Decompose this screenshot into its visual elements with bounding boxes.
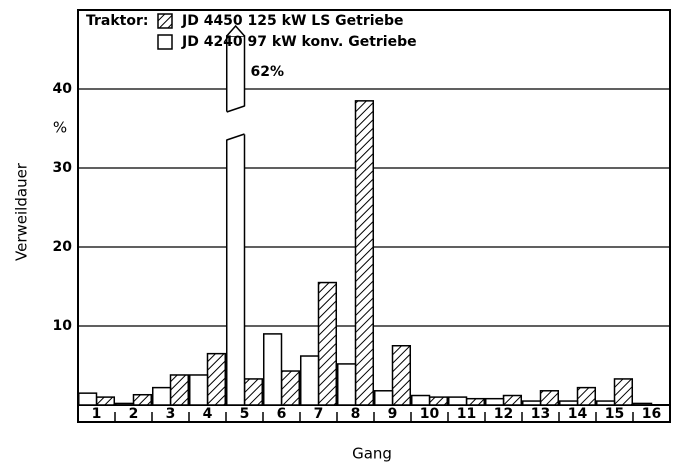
bar [169,374,190,406]
bar [521,400,542,406]
bar [206,352,227,406]
plot-frame [77,9,671,423]
x-tick-label: 11 [457,406,476,422]
y-tick-label: 40 [53,81,73,97]
y-tick-label: 30 [53,160,73,176]
bar [262,333,283,406]
x-tick-label: 2 [129,406,139,422]
x-tick-label: 8 [351,406,361,422]
x-tick-label: 5 [240,406,250,422]
y-tick-label: 10 [53,318,73,334]
x-tick-label: 1 [92,406,102,422]
legend-label: JD 4240 97 kW konv. Getriebe [181,34,417,50]
y-tick-label: 20 [53,239,73,255]
x-tick-label: 4 [203,406,213,422]
x-axis-title: Gang [352,445,392,463]
legend-title: Traktor: [86,13,149,29]
bar [77,392,98,406]
legend-label: JD 4450 125 kW LS Getriebe [181,13,404,29]
x-tick-label: 6 [277,406,287,422]
bar [114,402,135,406]
bar [95,396,116,406]
bar [447,396,468,406]
axis-break [224,106,247,140]
legend-swatch [157,13,173,29]
x-tick-label: 9 [388,406,398,422]
bar [132,393,153,406]
bar [336,363,357,406]
bar [595,400,616,406]
x-tick-label: 3 [166,406,176,422]
bar [576,386,597,406]
x-tick-label: 7 [314,406,324,422]
bar [558,400,579,406]
bar [373,390,394,406]
bar [502,394,523,406]
bar [613,378,634,406]
bar [243,378,264,406]
bar [391,345,412,406]
bar [317,281,338,406]
bar [188,374,209,406]
legend-swatch [157,34,173,50]
bar [354,100,375,406]
x-tick-label: 14 [568,406,588,422]
bar [632,402,653,406]
bar [151,386,172,406]
y-axis-title: Verweildauer [13,162,31,261]
bar [410,394,431,406]
x-tick-label: 16 [642,406,661,422]
bar [539,390,560,406]
value-label: 62% [251,64,285,80]
bar [484,397,505,406]
bar [225,35,246,406]
bar [299,355,320,406]
x-tick-label: 13 [531,406,550,422]
axis-break-line [226,105,245,141]
y-unit: % [53,119,67,137]
bar [428,396,449,406]
bar-tip [226,24,246,37]
bar [465,397,486,406]
x-tick-label: 12 [494,406,513,422]
x-tick-label: 15 [605,406,624,422]
bar [280,370,301,406]
x-tick-label: 10 [420,406,440,422]
